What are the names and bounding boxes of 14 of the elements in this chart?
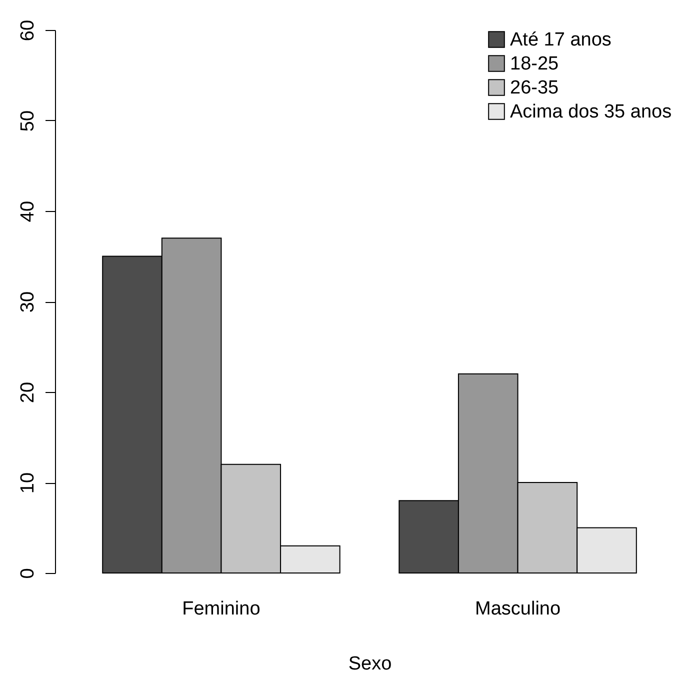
y-tick-label: 20 (18, 382, 38, 404)
legend-label: Acima dos 35 anos (510, 102, 672, 122)
y-tick-label: 0 (18, 568, 38, 579)
y-tick-label: 60 (18, 20, 38, 42)
x-axis-title: Sexo (348, 654, 392, 674)
y-tick-label: 40 (18, 200, 38, 222)
legend-label: 26-35 (510, 78, 559, 98)
x-tick-label: Masculino (475, 598, 561, 620)
x-tick-label: Feminino (182, 598, 260, 620)
legend-label: Até 17 anos (510, 30, 612, 50)
y-tick-label: 30 (18, 291, 38, 313)
legend-label: 18-25 (510, 54, 559, 74)
y-tick-label: 10 (18, 472, 38, 494)
y-tick-label: 50 (18, 110, 38, 132)
